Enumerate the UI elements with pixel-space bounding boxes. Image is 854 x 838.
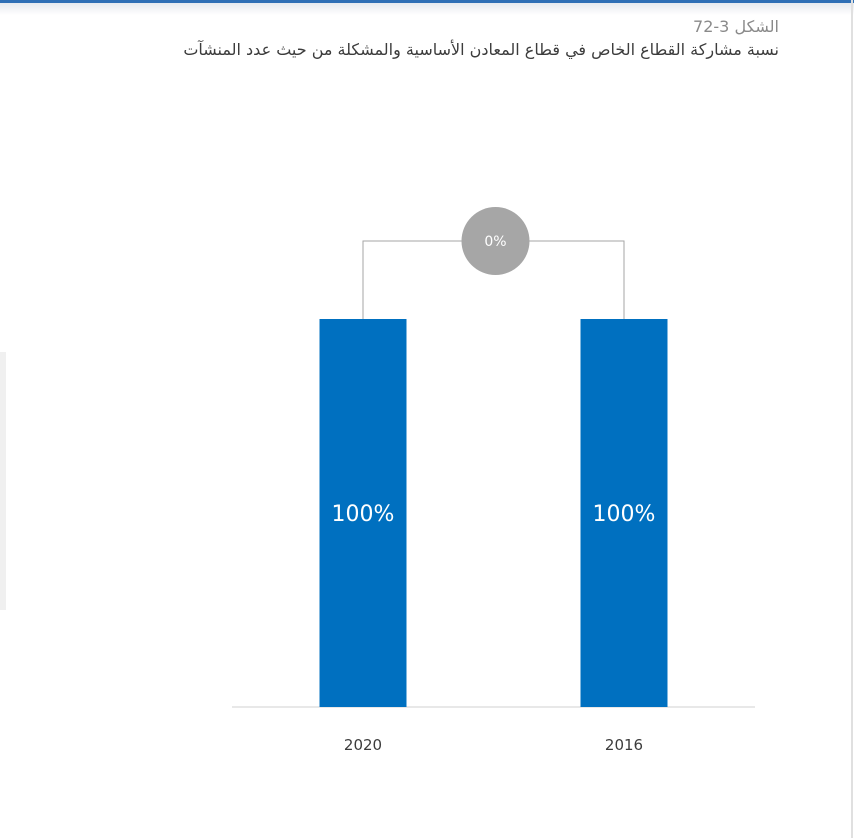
bar-value-label-2020: 100% (332, 502, 395, 527)
bar-2016 (580, 319, 668, 707)
left-edge-panel (0, 352, 6, 610)
right-border (851, 0, 853, 838)
top-accent-bar (0, 0, 854, 3)
figure-header: الشكل 3-72 نسبة مشاركة القطاع الخاص في ق… (19, 16, 779, 62)
figure-number: الشكل 3-72 (693, 17, 779, 36)
x-tick-label-2016: 2016 (605, 736, 643, 754)
change-circle (461, 207, 530, 275)
x-tick-label-2020: 2020 (344, 736, 382, 754)
change-label: 0% (484, 234, 506, 250)
bar-2020 (319, 319, 407, 707)
top-shadow (0, 3, 854, 15)
bar-value-label-2016: 100% (593, 502, 656, 527)
figure-title: نسبة مشاركة القطاع الخاص في قطاع المعادن… (183, 40, 779, 59)
